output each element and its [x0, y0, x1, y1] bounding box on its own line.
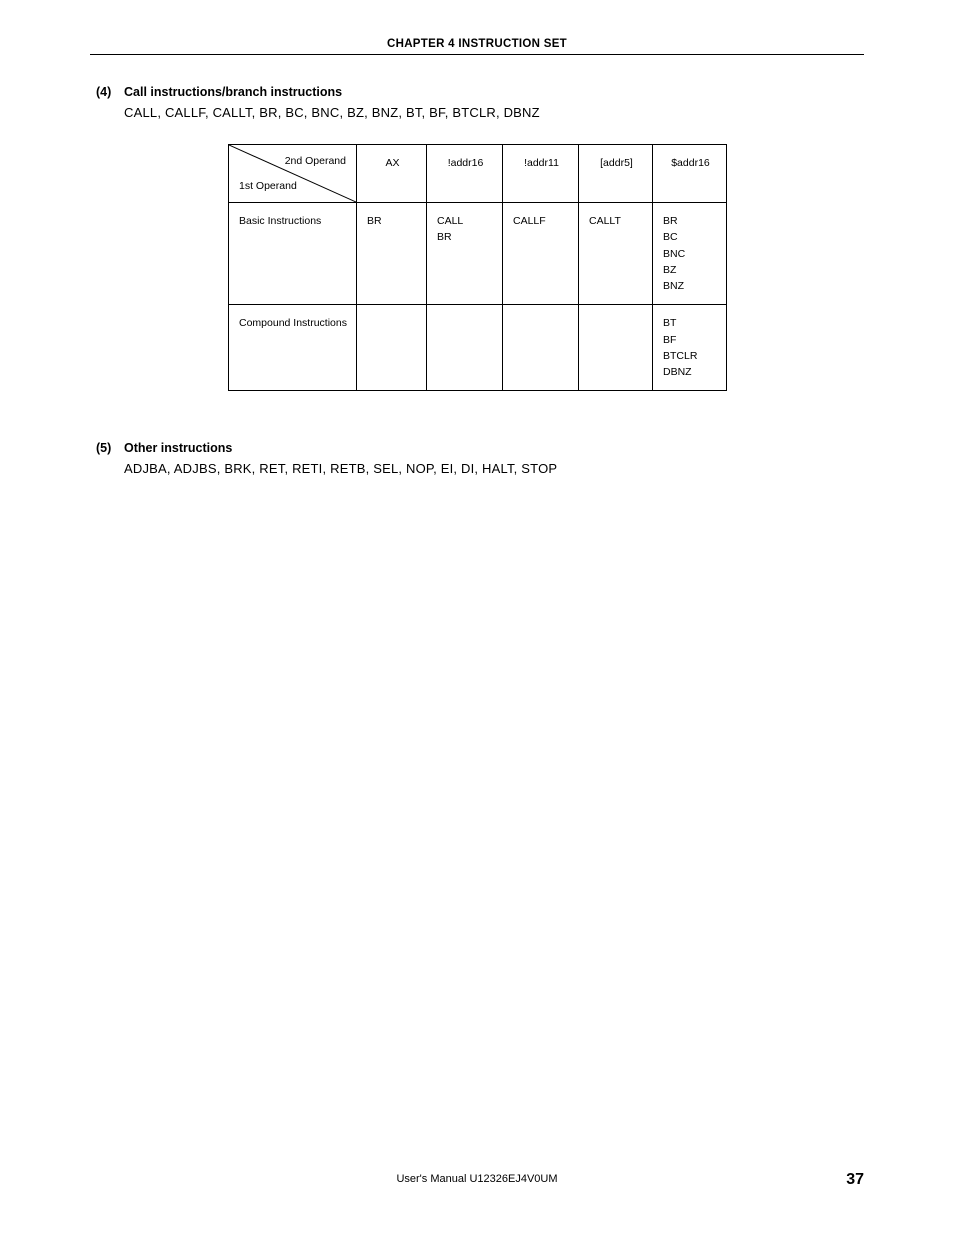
table-header: [addr5]	[579, 145, 653, 203]
table-header-row: 2nd Operand 1st Operand AX !addr16 !addr…	[229, 145, 727, 203]
table-row: Basic Instructions BR CALLBR CALLF CALLT…	[229, 203, 727, 305]
table-row: Compound Instructions BTBFBTCLRDBNZ	[229, 305, 727, 391]
instruction-table-wrap: 2nd Operand 1st Operand AX !addr16 !addr…	[228, 144, 726, 391]
table-cell	[427, 305, 503, 391]
table-cell: CALLT	[579, 203, 653, 305]
table-cell: CALLBR	[427, 203, 503, 305]
chapter-title: CHAPTER 4 INSTRUCTION SET	[90, 38, 864, 50]
table-header: $addr16	[653, 145, 727, 203]
table-row-label: Basic Instructions	[229, 203, 357, 305]
section-4-heading: (4)Call instructions/branch instructions	[96, 85, 864, 99]
section-4-title: Call instructions/branch instructions	[124, 85, 342, 99]
page-number: 37	[846, 1171, 864, 1189]
page: CHAPTER 4 INSTRUCTION SET (4)Call instru…	[0, 0, 954, 1235]
section-5-heading: (5)Other instructions	[96, 441, 864, 455]
table-cell	[579, 305, 653, 391]
section-4-body: CALL, CALLF, CALLT, BR, BC, BNC, BZ, BNZ…	[124, 105, 864, 120]
diag-top-label: 2nd Operand	[285, 153, 346, 169]
section-5-title: Other instructions	[124, 441, 232, 455]
table-header: !addr16	[427, 145, 503, 203]
table-header: !addr11	[503, 145, 579, 203]
table-diag-cell: 2nd Operand 1st Operand	[229, 145, 357, 203]
section-5-num: (5)	[96, 441, 124, 455]
footer: User's Manual U12326EJ4V0UM 37	[0, 1173, 954, 1185]
table-row-label: Compound Instructions	[229, 305, 357, 391]
table-cell: CALLF	[503, 203, 579, 305]
table-cell: BRBCBNCBZBNZ	[653, 203, 727, 305]
section-4-num: (4)	[96, 85, 124, 99]
table-cell	[357, 305, 427, 391]
table-header: AX	[357, 145, 427, 203]
section-5: (5)Other instructions ADJBA, ADJBS, BRK,…	[96, 441, 864, 476]
footer-center: User's Manual U12326EJ4V0UM	[0, 1173, 954, 1185]
table-cell: BR	[357, 203, 427, 305]
section-4: (4)Call instructions/branch instructions…	[96, 85, 864, 120]
table-cell	[503, 305, 579, 391]
instruction-table: 2nd Operand 1st Operand AX !addr16 !addr…	[228, 144, 727, 391]
table-cell: BTBFBTCLRDBNZ	[653, 305, 727, 391]
diag-bottom-label: 1st Operand	[239, 178, 297, 194]
header-rule: CHAPTER 4 INSTRUCTION SET	[90, 38, 864, 55]
section-5-body: ADJBA, ADJBS, BRK, RET, RETI, RETB, SEL,…	[124, 461, 864, 476]
